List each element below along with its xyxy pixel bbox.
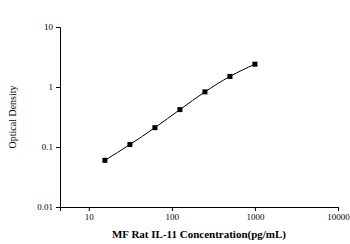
marker xyxy=(202,89,207,94)
tick-label: 10 xyxy=(85,212,95,222)
tick-mark xyxy=(56,147,60,148)
tick: 1 xyxy=(49,82,61,92)
axis-line xyxy=(61,208,339,212)
tick-label: 100 xyxy=(166,212,180,222)
tick-label: 0.1 xyxy=(42,142,53,152)
tick: 1000 xyxy=(246,207,265,222)
marker xyxy=(227,74,232,79)
tick-label: 10 xyxy=(44,22,54,32)
tick-mark xyxy=(255,207,256,211)
tick: 10 xyxy=(85,207,95,222)
tick: 10000 xyxy=(327,207,350,222)
tick-mark xyxy=(56,87,60,88)
marker xyxy=(152,125,157,130)
tick: 0.1 xyxy=(42,142,60,152)
series-line xyxy=(105,64,255,160)
tick-mark xyxy=(89,207,90,211)
marker xyxy=(102,158,107,163)
tick-label: 0.01 xyxy=(37,202,53,212)
marker xyxy=(177,107,182,112)
y-axis: 0.01 0.1 1 10 xyxy=(37,22,60,212)
tick-mark xyxy=(56,27,60,28)
marker xyxy=(127,142,132,147)
marker xyxy=(252,62,257,67)
tick-label: 10000 xyxy=(327,212,350,222)
tick-label: 1000 xyxy=(246,212,265,222)
tick-mark xyxy=(56,207,60,208)
plot: 10 100 1000 10000 0.01 0.1 1 10 xyxy=(37,22,350,222)
x-axis-title: MF Rat IL-11 Concentration(pg/mL) xyxy=(112,228,286,241)
chart: 10 100 1000 10000 0.01 0.1 1 10 MF Rat IL-11 Con… xyxy=(0,0,350,244)
tick: 0.01 xyxy=(37,202,60,212)
tick: 100 xyxy=(166,207,180,222)
x-axis: 10 100 1000 10000 xyxy=(61,207,350,222)
tick: 10 xyxy=(44,22,60,32)
tick-mark xyxy=(172,207,173,211)
data xyxy=(102,62,257,163)
axis-line xyxy=(56,28,61,208)
tick-mark xyxy=(338,207,339,211)
tick-label: 1 xyxy=(49,82,54,92)
y-axis-title: Optical Density xyxy=(7,85,18,148)
